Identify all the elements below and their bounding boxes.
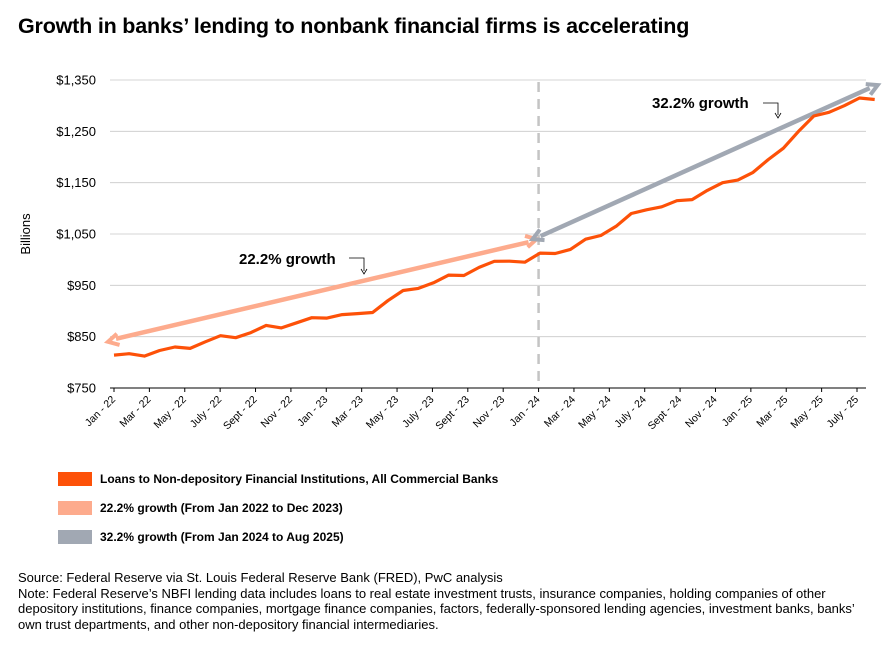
x-tick-label: July - 25: [825, 394, 862, 431]
series-lines: [113, 96, 875, 358]
x-tick-label: Sept - 23: [433, 394, 472, 433]
legend-label-loans: Loans to Non-depository Financial Instit…: [100, 471, 499, 486]
x-tick-label: Jan - 24: [507, 394, 542, 429]
legend-item-loans: Loans to Non-depository Financial Instit…: [58, 470, 498, 487]
x-tick-label: Mar - 25: [754, 394, 790, 430]
x-tick-label: Mar - 23: [330, 394, 366, 430]
annotation-pointer-2024-2025: [763, 102, 779, 115]
annotation-pointer-2022-2023: [349, 257, 365, 271]
gridlines: [110, 79, 866, 389]
legend: Loans to Non-depository Financial Instit…: [58, 470, 498, 557]
x-tick-label: May - 24: [576, 394, 613, 431]
x-tick-label: Nov - 24: [683, 394, 720, 431]
x-tick-label: Jan - 23: [295, 394, 330, 429]
y-tick-label: $1,250: [56, 124, 96, 139]
x-tick-label: Sept - 22: [221, 394, 260, 433]
x-tick-label: Nov - 22: [258, 394, 295, 431]
legend-label-growth-2024-2025: 32.2% growth (From Jan 2024 to Aug 2025): [100, 529, 344, 544]
legend-swatch-growth-2022-2023: [58, 500, 92, 515]
series-line-loans: [113, 96, 875, 358]
y-axis-label: Billions: [18, 213, 33, 255]
x-tick-label: Jan - 22: [83, 394, 118, 429]
growth-arrow-2022-2023-shaft: [115, 239, 530, 341]
footnotes: Source: Federal Reserve via St. Louis Fe…: [18, 570, 878, 632]
growth-arrows: [103, 82, 882, 347]
annotation-pointer-tip-2024-2025: [774, 112, 782, 119]
growth-annotations: 22.2% growth 32.2% growth: [239, 95, 782, 275]
legend-item-growth-2024-2025: 32.2% growth (From Jan 2024 to Aug 2025): [58, 528, 498, 545]
x-tick-label: July - 24: [612, 394, 649, 431]
growth-arrow-2024-2025-head: [528, 228, 545, 243]
legend-label-growth-2022-2023: 22.2% growth (From Jan 2022 to Dec 2023): [100, 500, 343, 515]
legend-swatch-loans: [58, 471, 92, 486]
annotation-growth-2024-2025: 32.2% growth: [652, 95, 749, 112]
x-tick-label: July - 22: [188, 394, 225, 431]
x-tick-label: May - 23: [364, 394, 401, 431]
y-tick-label: $1,350: [56, 73, 96, 88]
chart-title: Growth in banks’ lending to nonbank fina…: [18, 14, 690, 38]
x-tick-label: July - 23: [400, 394, 437, 431]
y-tick-label: $1,150: [56, 175, 96, 190]
y-tick-label: $950: [67, 278, 96, 293]
x-tick-label: May - 25: [788, 394, 825, 431]
growth-arrow-2024-2025-head: [865, 82, 882, 96]
legend-item-growth-2022-2023: 22.2% growth (From Jan 2022 to Dec 2023): [58, 499, 498, 516]
y-axis-ticks: $1,350 $1,250 $1,150 $1,050 $950 $850 $750: [56, 73, 96, 396]
growth-arrow-2024-2025: [528, 82, 882, 243]
growth-arrow-2024-2025-shaft: [539, 86, 871, 239]
methodology-note: Note: Federal Reserve’s NBFI lending dat…: [18, 585, 855, 632]
growth-arrow-2022-2023-head: [103, 332, 121, 347]
x-tick-label: Sept - 24: [646, 394, 685, 433]
annotation-growth-2022-2023: 22.2% growth: [239, 251, 336, 268]
x-tick-label: Jan - 25: [720, 394, 755, 429]
y-tick-label: $1,050: [56, 227, 96, 242]
y-tick-label: $850: [67, 329, 96, 344]
annotation-pointer-tip-2022-2023: [360, 268, 368, 275]
x-tick-label: Mar - 22: [117, 394, 153, 430]
x-tick-label: May - 22: [152, 394, 189, 431]
x-tick-label: Mar - 24: [542, 394, 578, 430]
legend-swatch-growth-2024-2025: [58, 529, 92, 544]
x-tick-label: Nov - 23: [471, 394, 508, 431]
source-note: Source: Federal Reserve via St. Louis Fe…: [18, 570, 503, 585]
line-chart: $1,350 $1,250 $1,150 $1,050 $950 $850 $750 Jan…: [18, 73, 882, 432]
y-tick-label: $750: [67, 381, 96, 396]
